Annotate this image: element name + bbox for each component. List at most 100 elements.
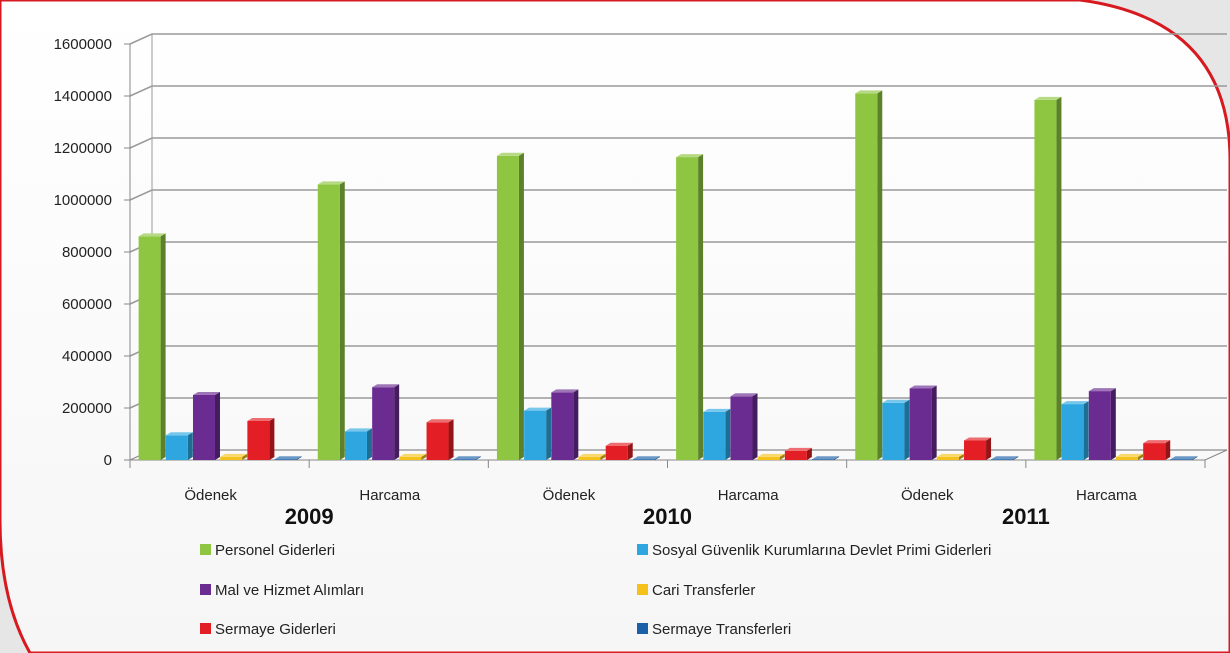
bar-front [524, 410, 547, 460]
bar-top [812, 456, 840, 460]
bar-side [1165, 440, 1171, 460]
bar-top [605, 442, 633, 446]
bar-front [812, 459, 835, 460]
x-group-label: 2011 [1002, 504, 1050, 529]
bar-front [1170, 459, 1193, 460]
bar-top [1034, 96, 1062, 100]
bar-top [964, 437, 992, 441]
bar-top [578, 453, 606, 457]
legend-swatch [637, 584, 648, 595]
legend-swatch [200, 623, 211, 634]
x-group-label: 2010 [643, 504, 692, 529]
bar-side [160, 233, 166, 460]
bar-side [1013, 456, 1019, 460]
bar [344, 428, 372, 460]
bar-front [496, 155, 519, 461]
bar-side [546, 407, 552, 460]
legend-label: Sermaye Transferleri [652, 621, 791, 638]
bar-front [344, 431, 367, 460]
x-group-label: 2009 [285, 504, 334, 529]
bar-top [220, 453, 248, 457]
bar-front [317, 184, 340, 460]
legend-label: Personel Giderleri [215, 542, 335, 559]
bar-top [676, 154, 704, 158]
legend-item: Sosyal Güvenlik Kurumlarına Devlet Primi… [637, 542, 991, 559]
bar-side [834, 456, 840, 460]
bar-front [138, 236, 161, 460]
legend-swatch [200, 544, 211, 555]
floor-edge [1204, 449, 1228, 461]
bar-top [1061, 401, 1089, 405]
bar-side [242, 453, 248, 460]
bar [578, 453, 606, 460]
bar-front [855, 93, 878, 461]
bar [757, 453, 785, 460]
y-tick-label: 600000 [62, 296, 112, 313]
bar-front [1034, 99, 1057, 461]
bar [909, 385, 937, 460]
bar-front [165, 435, 188, 460]
bar-top [909, 385, 937, 389]
bar-side [269, 418, 275, 460]
bar-side [627, 442, 633, 460]
bar [138, 233, 166, 460]
y-tick-label: 1400000 [54, 88, 112, 105]
bar-side [214, 392, 220, 460]
bar-front [882, 402, 905, 460]
bar-front [220, 456, 243, 460]
bar [524, 407, 552, 460]
bar-front [936, 456, 959, 460]
bar-top [372, 384, 400, 388]
bar-front [192, 395, 215, 460]
y-tick-label: 800000 [62, 244, 112, 261]
bar [372, 384, 400, 460]
bar-front [991, 459, 1014, 460]
axis-layer: 0 200000 400000 600000 800000 1000000 1200000 1… [54, 34, 1228, 469]
bar-side [1192, 456, 1198, 460]
bar-side [600, 453, 606, 460]
bar-side [931, 385, 937, 460]
bar-front [1061, 404, 1084, 460]
bar-front [1088, 391, 1111, 460]
x-category-label: Harcama [718, 487, 780, 504]
y-tick-label: 1600000 [54, 36, 112, 53]
bar [991, 456, 1019, 460]
bar-top [247, 418, 275, 421]
bar-top [138, 233, 166, 237]
legend-swatch [637, 623, 648, 634]
bar [676, 154, 704, 460]
bar-top [757, 453, 785, 457]
bar [882, 399, 910, 460]
bar-top [882, 399, 910, 403]
bar [632, 456, 660, 460]
legend-swatch [637, 544, 648, 555]
bar-side [366, 428, 372, 460]
x-category-label: Ödenek [184, 486, 237, 504]
bar-side [1056, 96, 1062, 461]
legend-label: Cari Transferler [652, 582, 755, 599]
bar [703, 408, 731, 460]
bar-top [991, 456, 1019, 460]
bar-side [394, 384, 400, 460]
legend-swatch [200, 584, 211, 595]
bar-front [730, 396, 753, 460]
bar [936, 453, 964, 460]
bar [784, 447, 812, 460]
bar [1061, 401, 1089, 460]
bar [551, 389, 579, 460]
bar [426, 419, 454, 460]
bar-front [426, 422, 449, 460]
bar-front [757, 456, 780, 460]
bar [605, 442, 633, 460]
bar [165, 432, 193, 460]
bar [855, 90, 883, 461]
bar [247, 418, 275, 460]
bar [964, 437, 992, 460]
bar-side [187, 432, 193, 460]
bar [812, 456, 840, 460]
bar-top [936, 453, 964, 457]
bar-side [1083, 401, 1089, 460]
bar [496, 152, 524, 461]
bar-side [475, 456, 481, 460]
bar-front [551, 392, 574, 460]
